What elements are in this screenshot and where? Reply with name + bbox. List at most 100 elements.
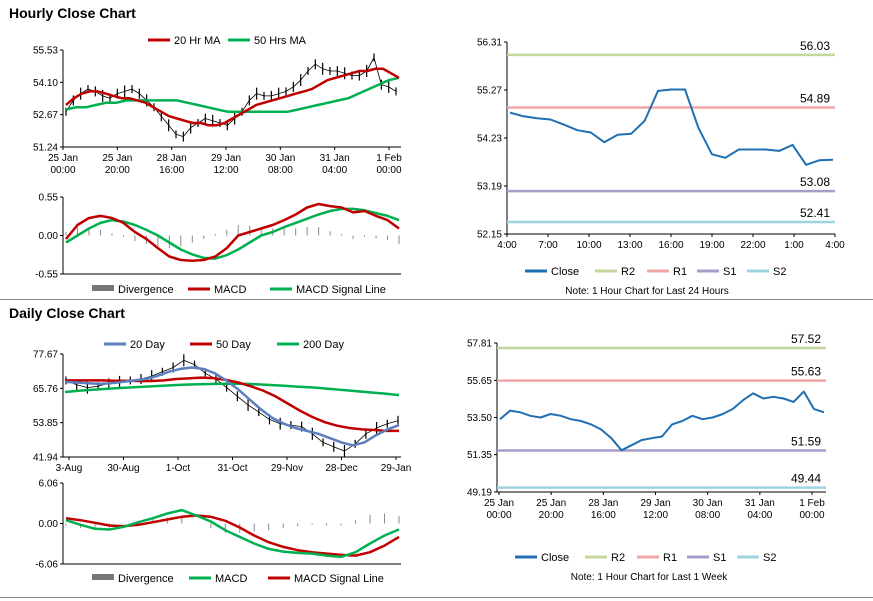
daily-levels-ytick-label: 57.81 (467, 339, 492, 350)
daily-ma20-line (64, 366, 400, 447)
daily-levels-xtick-label: 25 Jan (484, 498, 514, 509)
hourly-price-xtick-label: 16:00 (159, 165, 184, 176)
daily-price-ytick-label: 41.94 (33, 453, 58, 464)
hourly-macd-ytick-label: 0.55 (39, 193, 59, 204)
hourly-levels-ytick-label: 53.19 (477, 182, 502, 193)
daily-price-xtick-label: 3-Aug (56, 463, 83, 474)
hourly-price-xtick-label: 31 Jan (320, 153, 350, 164)
hourly-price-xtick-label: 00:00 (50, 165, 75, 176)
hourly-levels-xtick-label: 13:00 (617, 240, 642, 251)
daily-price-xtick-label: 28-Dec (325, 463, 357, 474)
daily-levels-close-line (499, 390, 825, 452)
hourly-price-xtick-label: 30 Jan (265, 153, 295, 164)
hourly-legend-divergence-swatch (92, 285, 114, 291)
hourly-price-xtick-label: 25 Jan (102, 153, 132, 164)
daily-signal-line (65, 514, 400, 557)
daily-price-xtick-label: 31-Oct (217, 463, 247, 474)
daily-levels-xtick-label: 20:00 (539, 510, 564, 521)
hourly-price-ytick-label: 54.10 (33, 78, 58, 89)
hourly-price-xtick-label: 25 Jan (48, 153, 78, 164)
hourly-levels-ytick-label: 54.23 (477, 134, 502, 145)
daily-macd-ytick-label: 0.00 (39, 519, 59, 530)
daily-levels-legend-s2-label: S2 (763, 552, 776, 564)
daily-legend-ma20-label: 20 Day (130, 339, 165, 351)
daily-section-title: Daily Close Chart (9, 305, 125, 321)
daily-levels-xtick-label: 00:00 (799, 510, 824, 521)
daily-price-xtick-label: 1-Oct (166, 463, 191, 474)
daily-levels-level-label: 51.59 (791, 435, 821, 449)
daily-levels-xtick-label: 12:00 (643, 510, 668, 521)
hourly-levels-xtick-label: 22:00 (740, 240, 765, 251)
hourly-levels-legend-close-label: Close (551, 266, 579, 278)
hourly-levels-level-label: 56.03 (800, 39, 830, 53)
daily-price-ytick-label: 65.76 (33, 384, 58, 395)
bottom-divider (0, 597, 873, 598)
hourly-price-xtick-label: 12:00 (213, 165, 238, 176)
daily-legend-macd-label: MACD (215, 573, 247, 585)
hourly-levels-level-label: 52.41 (800, 206, 830, 220)
hourly-levels-ytick-label: 52.15 (477, 230, 502, 241)
daily-levels-xtick-label: 1 Feb (799, 498, 825, 509)
daily-levels-xtick-label: 16:00 (591, 510, 616, 521)
hourly-price-xtick-label: 1 Feb (376, 153, 402, 164)
daily-levels-legend-s1-label: S1 (713, 552, 726, 564)
hourly-levels-xtick-label: 7:00 (538, 240, 558, 251)
daily-levels-level-label: 55.63 (791, 365, 821, 379)
daily-levels-legend-r1-label: R1 (663, 552, 677, 564)
hourly-price-xtick-label: 20:00 (105, 165, 130, 176)
hourly-ma20-line (65, 67, 400, 127)
hourly-price-xtick-label: 29 Jan (211, 153, 241, 164)
daily-levels-xtick-label: 28 Jan (588, 498, 618, 509)
daily-levels-level-label: 49.44 (791, 472, 821, 486)
hourly-levels-ytick-label: 56.31 (477, 38, 502, 49)
hourly-levels-xtick-label: 19:00 (699, 240, 724, 251)
daily-levels-xtick-label: 31 Jan (745, 498, 775, 509)
hourly-legend-divergence-label: Divergence (118, 284, 174, 296)
daily-legend-ma50-label: 50 Day (216, 339, 251, 351)
hourly-legend-ma50-label: 50 Hrs MA (254, 35, 307, 47)
hourly-levels-level-label: 53.08 (800, 175, 830, 189)
daily-legend-divergence-swatch (92, 574, 114, 580)
daily-levels-xtick-label: 00:00 (486, 510, 511, 521)
daily-levels-xtick-label: 25 Jan (536, 498, 566, 509)
daily-price-ytick-label: 53.85 (33, 418, 58, 429)
hourly-levels-ytick-label: 55.27 (477, 86, 502, 97)
daily-levels-ytick-label: 55.65 (467, 376, 492, 387)
hourly-levels-xtick-label: 4:00 (497, 240, 517, 251)
section-divider (0, 299, 873, 300)
hourly-ma50-line (65, 76, 400, 113)
hourly-price-ytick-label: 55.53 (33, 46, 58, 57)
hourly-levels-xtick-label: 10:00 (576, 240, 601, 251)
daily-levels-level-label: 57.52 (791, 332, 821, 346)
hourly-levels-legend-r2-label: R2 (621, 266, 635, 278)
hourly-levels-note: Note: 1 Hour Chart for Last 24 Hours (565, 286, 728, 297)
daily-levels-note: Note: 1 Hour Chart for Last 1 Week (571, 572, 729, 583)
hourly-price-xtick-label: 00:00 (376, 165, 401, 176)
daily-levels-legend-close-label: Close (541, 552, 569, 564)
hourly-price-candle-line (65, 57, 397, 138)
hourly-price-xtick-label: 08:00 (268, 165, 293, 176)
daily-price-ytick-label: 77.67 (33, 350, 58, 361)
hourly-price-xtick-label: 04:00 (322, 165, 347, 176)
daily-macd-ytick-label: -6.06 (35, 560, 58, 571)
hourly-legend-ma20-label: 20 Hr MA (174, 35, 221, 47)
daily-price-xtick-label: 29-Jan (381, 463, 412, 474)
daily-macd-line (65, 508, 400, 559)
hourly-price-ytick-label: 51.24 (33, 143, 58, 154)
hourly-levels-xtick-label: 4:00 (825, 240, 845, 251)
hourly-price-ytick-label: 52.67 (33, 110, 58, 121)
hourly-levels-legend-s1-label: S1 (723, 266, 736, 278)
daily-levels-ytick-label: 53.50 (467, 413, 492, 424)
daily-levels-xtick-label: 04:00 (747, 510, 772, 521)
hourly-levels-xtick-label: 16:00 (658, 240, 683, 251)
daily-price-xtick-label: 29-Nov (271, 463, 303, 474)
hourly-section-title: Hourly Close Chart (9, 5, 136, 21)
daily-levels-ytick-label: 49.19 (467, 488, 492, 499)
hourly-legend-macd-label: MACD (214, 284, 246, 296)
hourly-macd-ytick-label: -0.55 (35, 270, 58, 281)
daily-levels-xtick-label: 08:00 (695, 510, 720, 521)
daily-levels-xtick-label: 29 Jan (640, 498, 670, 509)
daily-levels-legend-r2-label: R2 (611, 552, 625, 564)
hourly-legend-signal-label: MACD Signal Line (296, 284, 386, 296)
